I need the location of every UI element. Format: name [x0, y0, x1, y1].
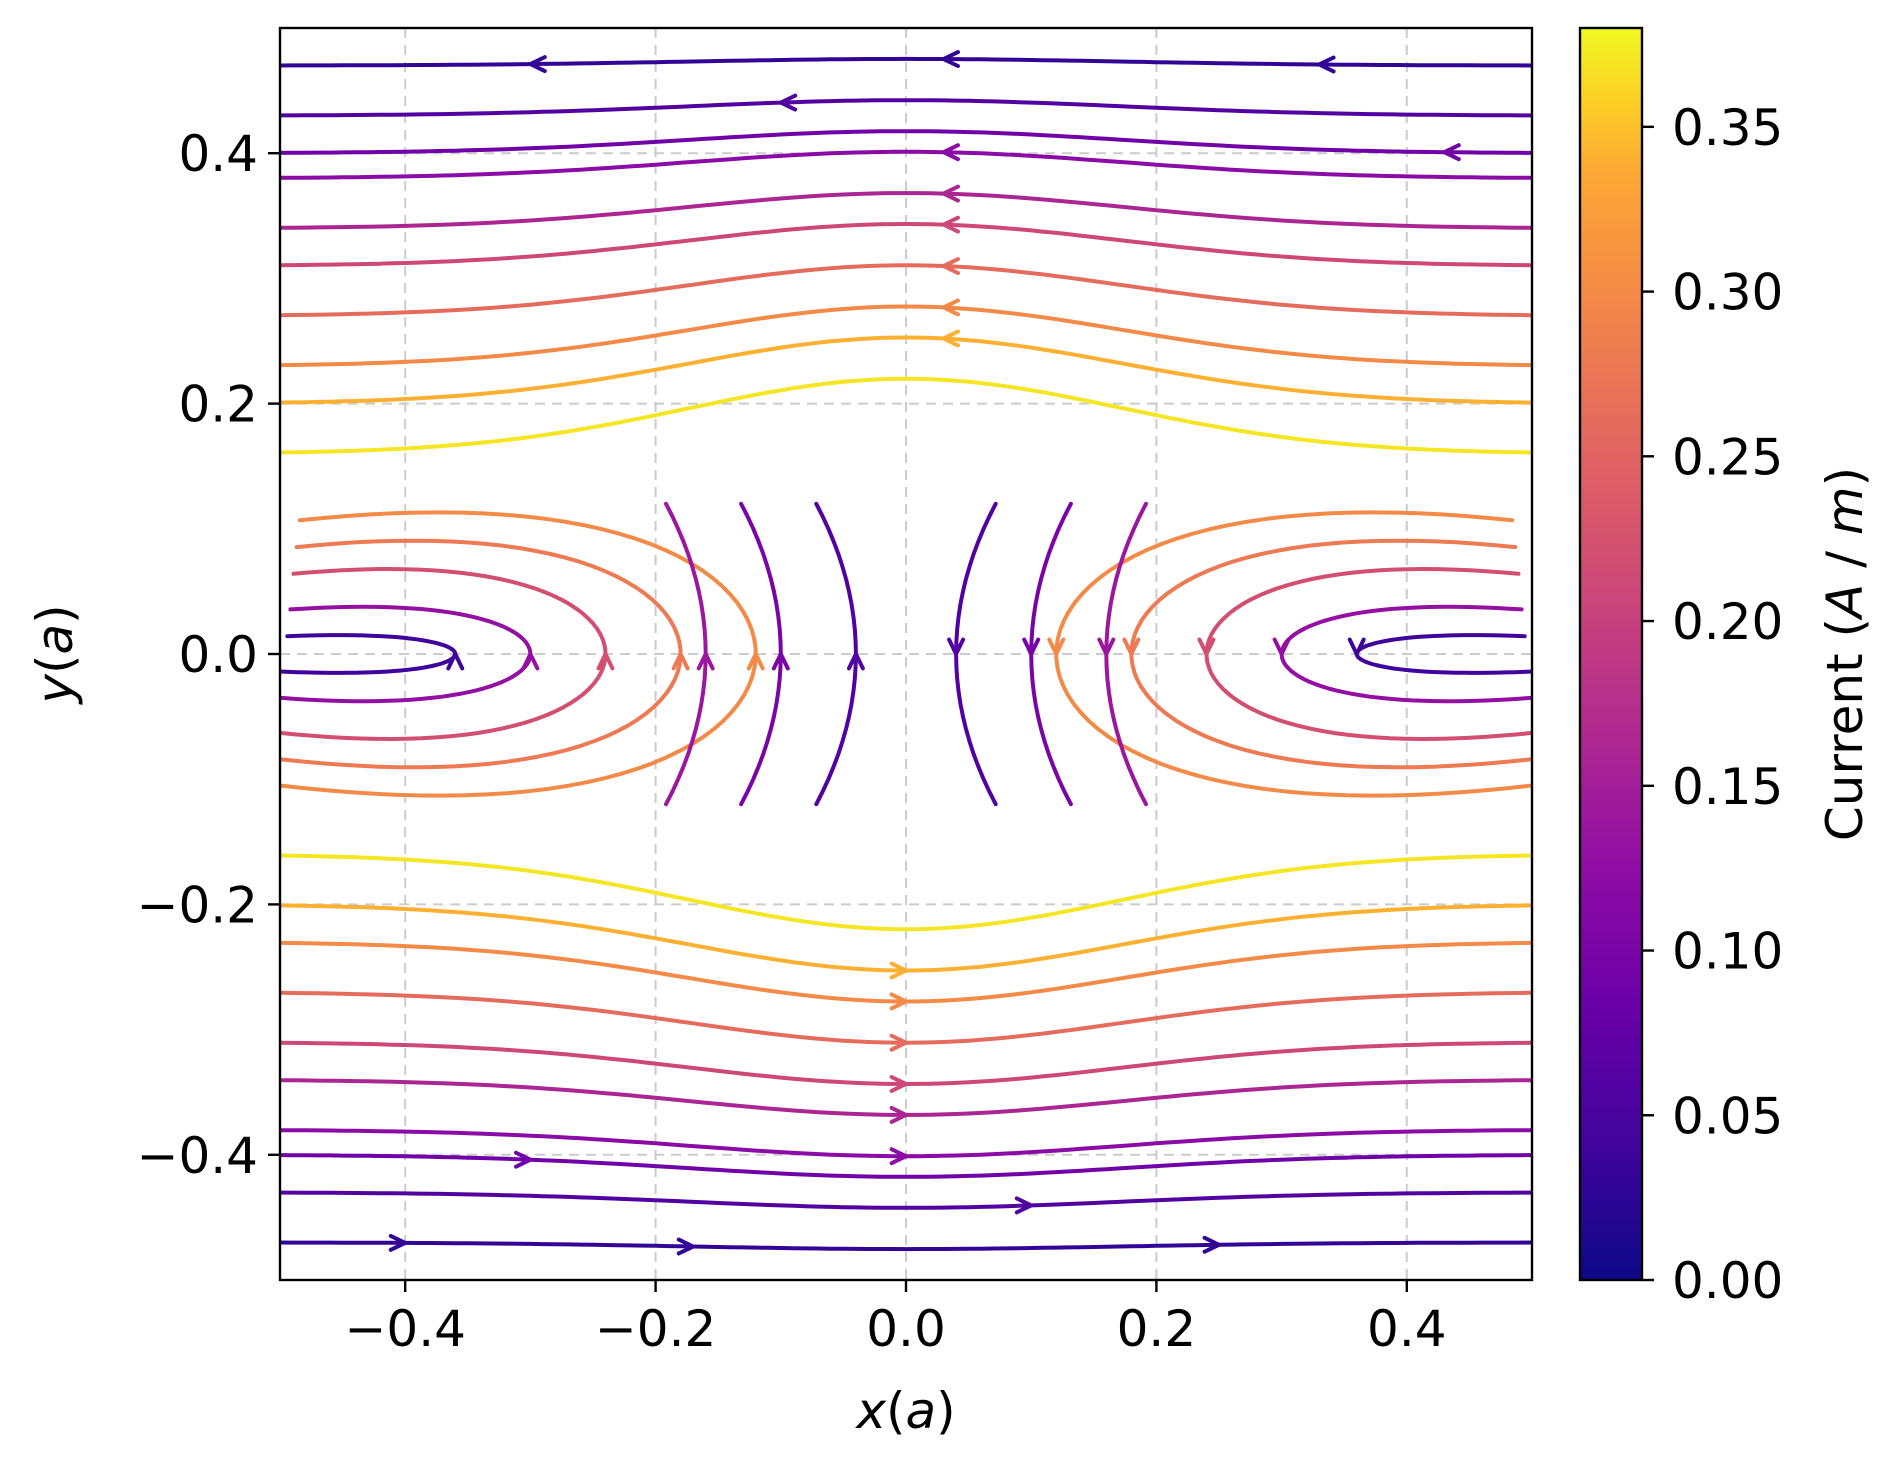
colorbar-tick-label: 0.15 — [1672, 758, 1783, 816]
x-tick-label: 0.0 — [866, 1300, 946, 1358]
stream-arrow — [671, 652, 690, 671]
stream-arrow — [1347, 637, 1366, 656]
streamline — [280, 1240, 1532, 1252]
y-axis: −0.4 −0.2 0.0 0.2 0.4 — [137, 125, 280, 1185]
streamline — [280, 263, 1532, 318]
stream-arrow — [846, 652, 865, 671]
colorbar-tick-label: 0.35 — [1672, 99, 1783, 157]
stream-arrow — [388, 1233, 408, 1252]
x-tick-label: −0.2 — [595, 1300, 716, 1358]
streamline — [280, 304, 1532, 368]
streamlines — [280, 50, 1532, 1256]
colorbar-tick-label: 0.10 — [1672, 923, 1783, 981]
streamline — [280, 1153, 1532, 1179]
y-tick-label: −0.2 — [137, 876, 258, 934]
y-axis-label: y(a) — [26, 604, 84, 705]
colorbar-tick-label: 0.20 — [1672, 593, 1783, 651]
stream-arrow — [528, 55, 547, 74]
stream-arrow — [889, 1105, 908, 1124]
x-tick-label: 0.2 — [1117, 1300, 1197, 1358]
streamline — [280, 335, 1532, 405]
colorbar — [1578, 26, 1644, 1282]
y-tick-label: 0.2 — [178, 376, 258, 434]
stream-arrow — [941, 50, 960, 69]
stream-arrow — [513, 1150, 533, 1169]
colorbar-tick-label: 0.25 — [1672, 428, 1783, 486]
stream-arrow — [941, 143, 960, 162]
streamline — [280, 129, 1532, 155]
stream-arrow — [947, 637, 966, 656]
colorbar-tick-label: 0.05 — [1672, 1087, 1783, 1145]
loop-streamline — [1054, 510, 1532, 798]
colorbar-tick-label: 0.30 — [1672, 264, 1783, 322]
y-tick-label: −0.4 — [137, 1127, 258, 1185]
stream-arrow — [889, 1075, 908, 1093]
stream-arrow — [676, 1237, 696, 1256]
stream-arrow — [1014, 1196, 1034, 1215]
saddle-streamline — [1104, 501, 1148, 807]
stream-arrow — [521, 652, 540, 671]
streamline — [280, 853, 1532, 932]
y-tick-label: 0.0 — [178, 626, 258, 684]
stream-arrow — [771, 652, 790, 671]
stream-arrow — [1047, 637, 1066, 656]
stream-arrow — [596, 652, 615, 671]
x-axis-label: x(a) — [854, 1382, 955, 1440]
streamline — [280, 376, 1532, 455]
streamline — [280, 98, 1532, 118]
colorbar-tick-label: 0.00 — [1672, 1252, 1783, 1310]
stream-arrow — [1097, 637, 1116, 656]
colorbar-axis: 0.00 0.05 0.10 0.15 0.20 0.25 0.30 0.35 — [1642, 99, 1783, 1310]
stream-arrow — [889, 961, 908, 980]
stream-arrow — [941, 257, 960, 275]
x-tick-label: −0.4 — [344, 1300, 465, 1358]
streamline — [280, 1190, 1532, 1210]
stream-arrow — [1272, 637, 1291, 656]
colorbar-label: Current (A / m) — [1816, 467, 1874, 841]
stream-arrow — [696, 652, 715, 671]
stream-arrow — [746, 652, 765, 671]
stream-arrow — [1442, 143, 1461, 162]
stream-arrow — [1122, 637, 1141, 656]
streamline — [280, 149, 1532, 180]
stream-arrow — [1197, 637, 1216, 656]
stream-arrow — [889, 1033, 908, 1052]
x-tick-label: 0.4 — [1367, 1300, 1447, 1358]
x-axis: −0.4 −0.2 0.0 0.2 0.4 — [344, 1280, 1447, 1358]
stream-arrow — [889, 992, 908, 1011]
y-tick-label: 0.4 — [178, 125, 258, 183]
stream-arrow — [1022, 637, 1041, 656]
streamline — [280, 222, 1532, 268]
stream-arrow — [778, 93, 798, 112]
stream-arrow — [941, 329, 960, 348]
stream-arrow — [941, 184, 960, 203]
loop-streamline — [1204, 567, 1532, 741]
loop-streamline — [1129, 538, 1532, 770]
stream-arrow — [941, 215, 960, 234]
streamline — [280, 191, 1532, 230]
stream-arrow — [1202, 1235, 1221, 1254]
stream-arrow — [889, 1147, 908, 1166]
stream-arrow — [1317, 55, 1336, 74]
stream-arrow — [941, 298, 960, 317]
grid — [280, 28, 1532, 1280]
stream-arrow — [446, 652, 465, 671]
